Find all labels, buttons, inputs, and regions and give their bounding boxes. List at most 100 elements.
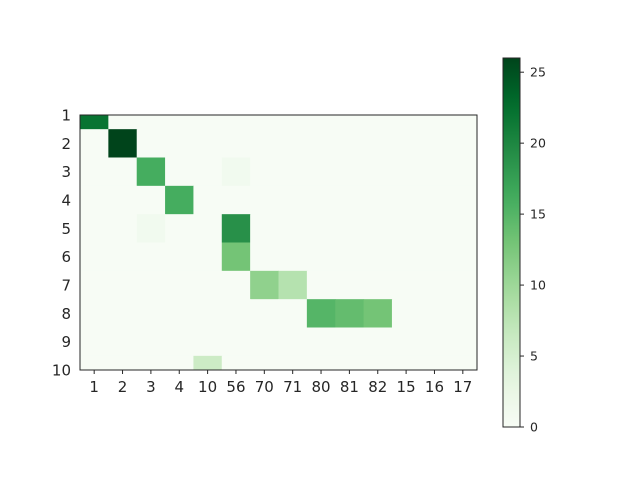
heatmap-cell [221,214,251,243]
heatmap-cell [335,299,365,328]
x-tick-label: 17 [453,378,472,396]
heatmap-cell [335,129,365,158]
heatmap-cell [80,355,109,370]
heatmap-cell [80,270,109,300]
y-tick-label: 3 [61,163,71,181]
heatmap-cell [250,242,279,272]
heatmap-cell [193,129,223,158]
heatmap-cell [80,242,109,272]
heatmap-cell [363,327,393,357]
heatmap-cell [448,185,477,215]
heatmap-cell [193,157,223,187]
heatmap-cell [335,355,365,370]
heatmap-cell [80,299,109,328]
heatmap-cell [80,129,109,158]
heatmap-cell [80,157,109,187]
heatmap-cell [420,157,450,187]
heatmap-cell [335,242,365,272]
heatmap-cell [165,242,194,272]
y-tick-label: 10 [52,362,71,380]
heatmap-cell [306,129,336,158]
heatmap-cell [108,355,138,370]
heatmap-cell [108,129,138,158]
heatmap-cell [250,115,279,130]
heatmap-cell [165,129,194,158]
colorbar-ticks: 0 5 10 15 20 25 [520,65,546,435]
colorbar [502,57,521,428]
colorbar-tick-label: 25 [530,65,546,80]
heatmap-cell [420,129,450,158]
heatmap-cell [391,214,421,243]
colorbar-tick-label: 15 [530,207,546,222]
heatmap-cell [278,214,308,243]
heatmap-cell [363,157,393,187]
heatmap-cell [448,129,477,158]
heatmap-cell [363,185,393,215]
heatmap-cell [250,129,279,158]
heatmap-cell [136,299,166,328]
heatmap-cell [391,185,421,215]
heatmap-cell [193,214,223,243]
heatmap-cell [165,299,194,328]
heatmap-cell [221,270,251,300]
heatmap-cell [108,115,138,130]
heatmap-cell [335,327,365,357]
heatmap-cell [80,115,109,130]
heatmap-cell [108,157,138,187]
heatmap-cell [165,214,194,243]
x-tick-label: 56 [226,378,245,396]
x-tick-label: 70 [255,378,274,396]
heatmap-cell [278,299,308,328]
heatmap-cell [108,299,138,328]
heatmap-cell [80,214,109,243]
x-tick-label: 2 [118,378,128,396]
colorbar-tick-label: 5 [530,349,538,364]
heatmap-cell [278,270,308,300]
x-tick-label: 10 [198,378,217,396]
colorbar-tick-label: 0 [530,420,538,435]
heatmap-cell [193,327,223,357]
heatmap-cell [136,185,166,215]
heatmap-cell [278,157,308,187]
heatmap-cell [306,214,336,243]
heatmap-cell [136,115,166,130]
heatmap-cell [448,327,477,357]
heatmap-cell [420,242,450,272]
heatmap-cell [136,270,166,300]
heatmap-cell [250,270,279,300]
heatmap-cell [136,242,166,272]
heatmap-cell [221,129,251,158]
heatmap-cell [136,157,166,187]
heatmap-cell [221,355,251,370]
heatmap-cell [363,270,393,300]
heatmap-cell [420,214,450,243]
heatmap-cell [80,327,109,357]
heatmap-cell [221,185,251,215]
x-tick-label: 15 [397,378,416,396]
heatmap-cell [335,157,365,187]
x-tick-label: 16 [425,378,444,396]
heatmap-cell [448,242,477,272]
heatmap-cell [306,299,336,328]
heatmap-cell [108,242,138,272]
y-tick-label: 2 [61,135,71,153]
heatmap-cell [420,355,450,370]
heatmap-cell [165,115,194,130]
heatmap-cell [165,327,194,357]
heatmap-cell [165,355,194,370]
heatmap-cell [108,270,138,300]
heatmap-cell [136,129,166,158]
heatmap-cell [108,185,138,215]
heatmap-cell [193,115,223,130]
heatmap-cell [335,185,365,215]
heatmap-cell [391,299,421,328]
heatmap-cell [306,185,336,215]
colorbar-tick-label: 20 [530,136,546,151]
heatmap-cell [306,157,336,187]
heatmap-cell [136,355,166,370]
heatmap-cell [448,157,477,187]
y-tick-label: 4 [61,192,71,210]
heatmap-cell [363,115,393,130]
heatmap-cell [363,214,393,243]
